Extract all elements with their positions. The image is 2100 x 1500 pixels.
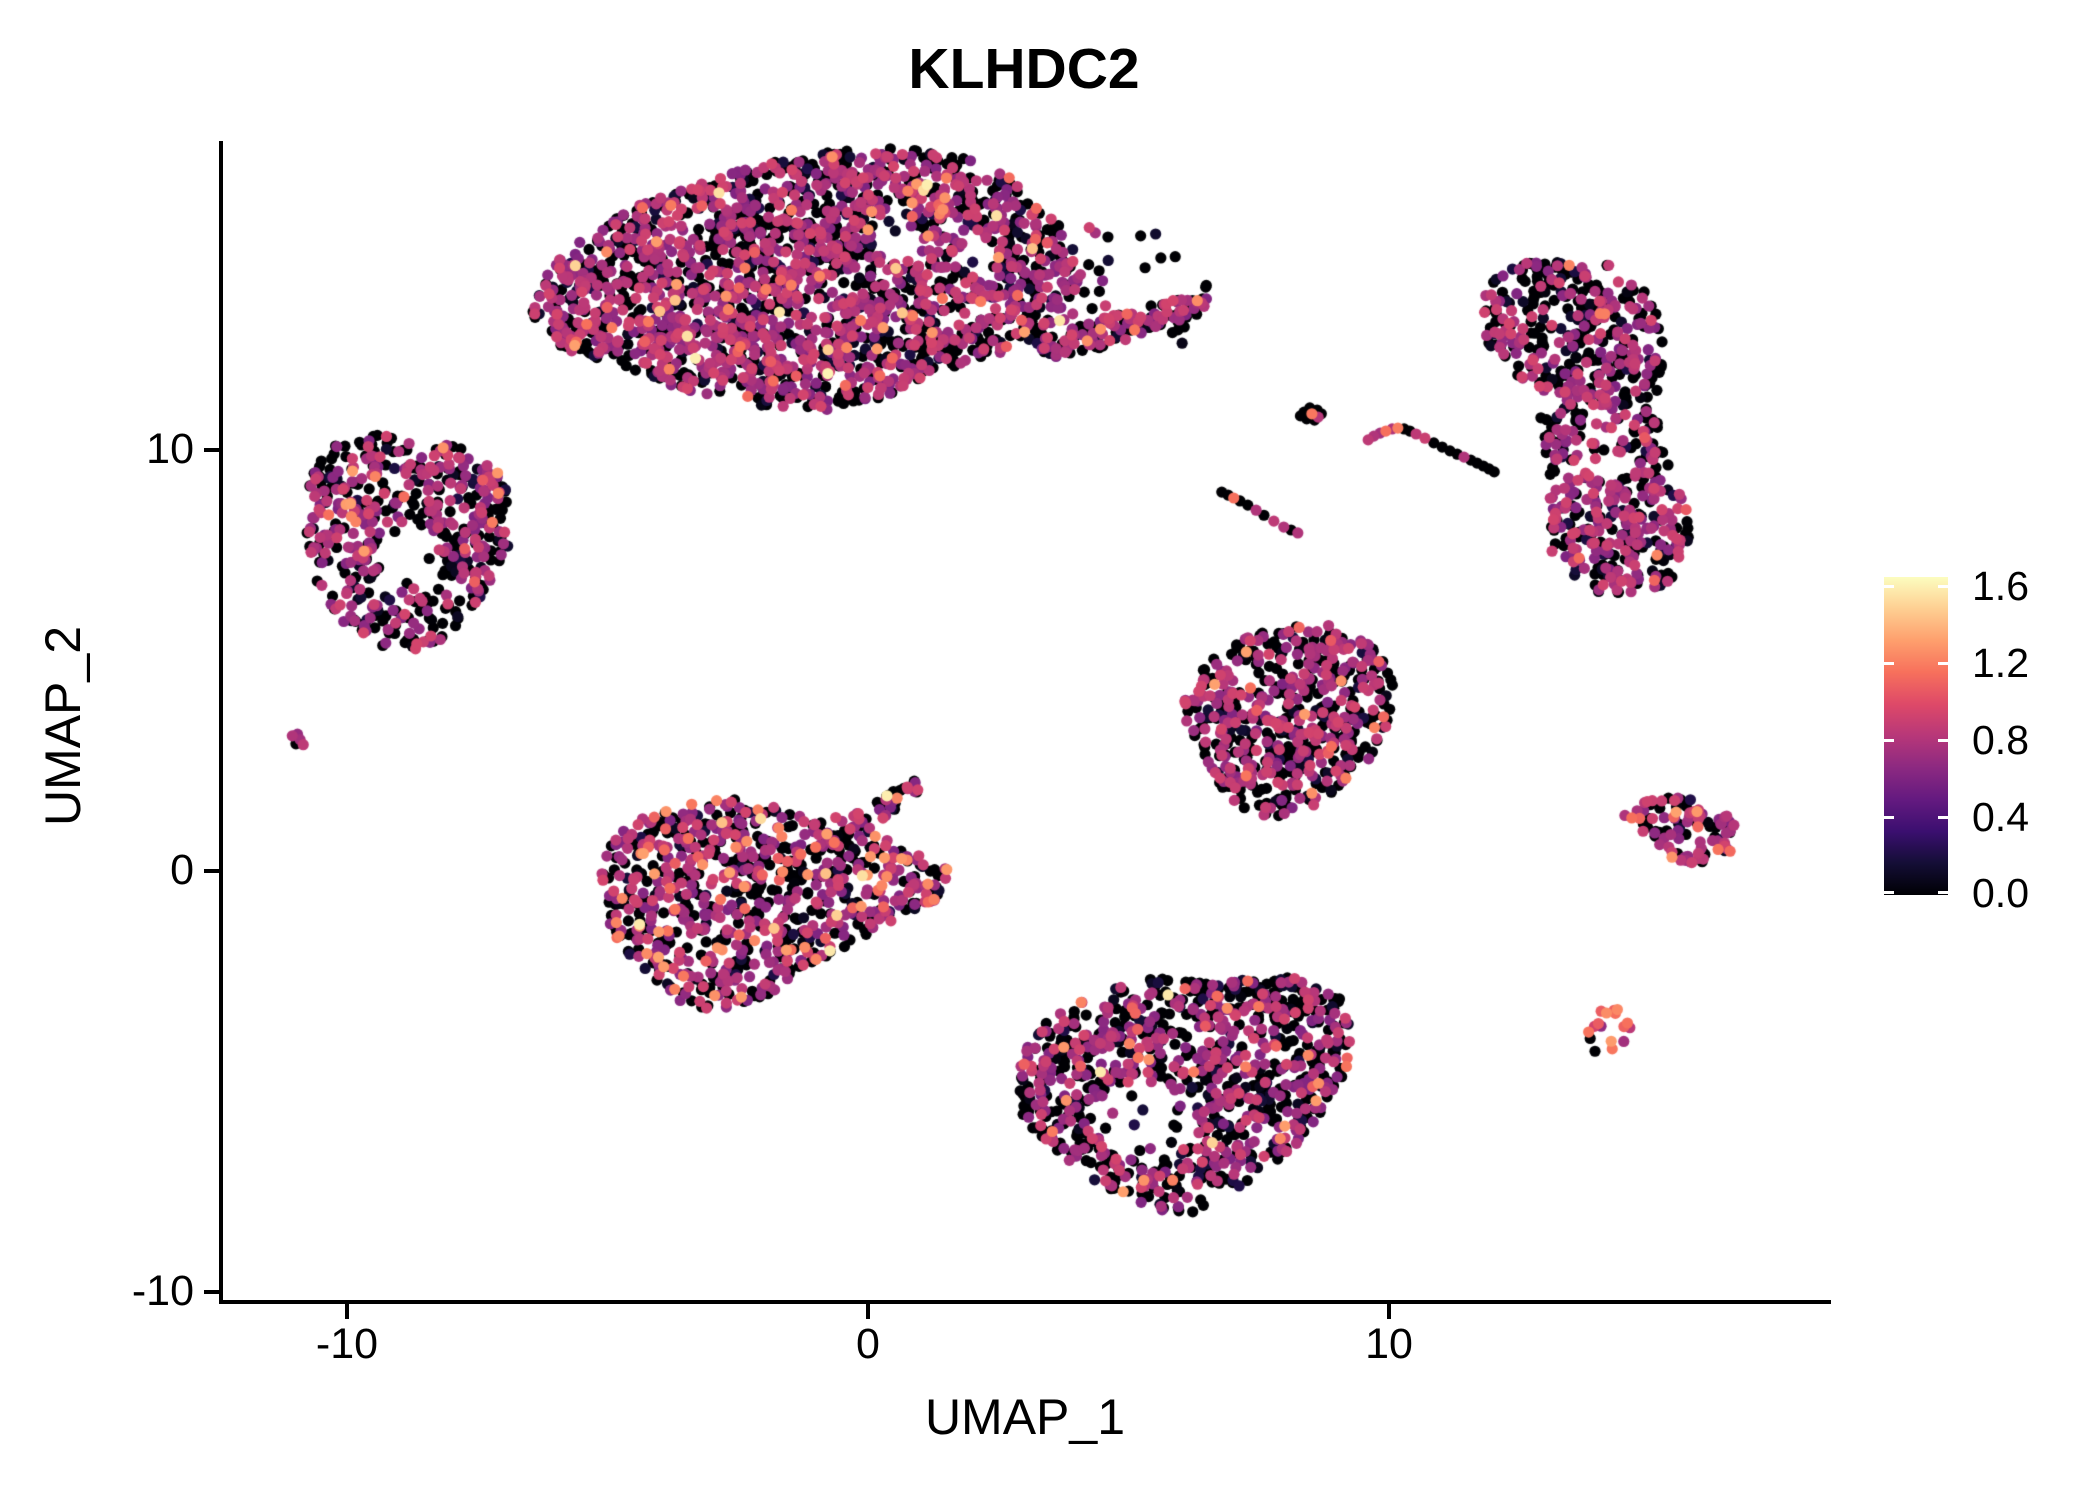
x-axis-line (219, 1300, 1831, 1304)
colorbar-tick-left-1.6 (1884, 585, 1894, 588)
x-axis-title: UMAP_1 (924, 1389, 1126, 1445)
y-tick-mark-neg10 (204, 1290, 219, 1294)
y-tick-mark-0 (204, 869, 219, 873)
colorbar-tick-right-0.8 (1938, 739, 1948, 742)
colorbar-tick-left-0.0 (1884, 891, 1894, 894)
colorbar-gradient (1884, 577, 1948, 895)
y-axis-line (219, 141, 223, 1304)
colorbar-tick-left-0.8 (1884, 739, 1894, 742)
x-tick-mark-0 (866, 1304, 870, 1319)
x-tick-label-neg10: -10 (315, 1320, 379, 1368)
colorbar-tick-left-0.4 (1884, 816, 1894, 819)
colorbar-tick-right-0.0 (1938, 891, 1948, 894)
x-tick-label-10: 10 (1365, 1320, 1413, 1368)
y-axis-title: UMAP_2 (35, 625, 91, 827)
colorbar-tick-left-1.2 (1884, 662, 1894, 665)
x-tick-label-0: 0 (856, 1320, 880, 1368)
y-tick-label-0: 0 (170, 846, 194, 894)
colorbar-label-0.4: 0.4 (1972, 794, 2029, 840)
colorbar-tick-right-1.2 (1938, 662, 1948, 665)
y-tick-label-neg10: -10 (131, 1267, 194, 1315)
colorbar-tick-right-1.6 (1938, 585, 1948, 588)
y-tick-label-10: 10 (146, 425, 194, 473)
colorbar-tick-right-0.4 (1938, 816, 1948, 819)
y-tick-mark-10 (204, 448, 219, 452)
x-tick-mark-10 (1387, 1304, 1391, 1319)
colorbar-label-1.6: 1.6 (1972, 563, 2029, 609)
colorbar-label-0.0: 0.0 (1972, 870, 2029, 916)
plot-title: KLHDC2 (908, 37, 1140, 101)
colorbar-label-1.2: 1.2 (1972, 640, 2029, 686)
x-tick-mark-neg10 (345, 1304, 349, 1319)
colorbar-label-0.8: 0.8 (1972, 717, 2029, 763)
